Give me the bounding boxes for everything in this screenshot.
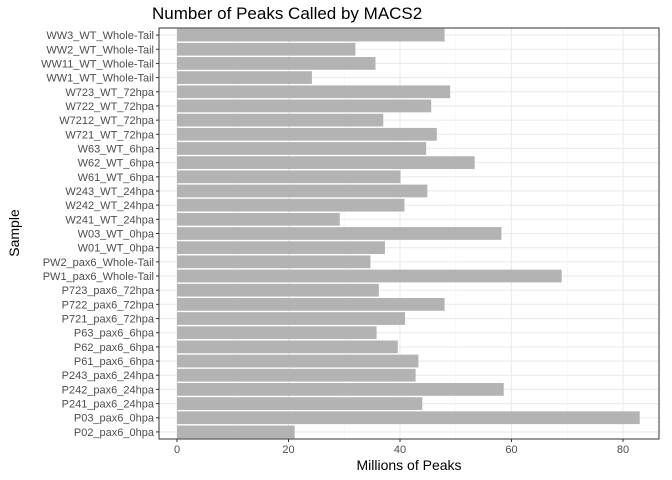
bar bbox=[177, 28, 445, 42]
bar bbox=[177, 212, 340, 226]
y-tick-label: P723_pax6_72hpa bbox=[62, 285, 155, 297]
bar bbox=[177, 170, 401, 184]
bar bbox=[177, 411, 640, 425]
chart-title: Number of Peaks Called by MACS2 bbox=[152, 4, 422, 23]
y-tick-label: WW11_WT_Whole-Tail bbox=[41, 58, 154, 70]
x-tick-label: 60 bbox=[505, 444, 517, 456]
y-tick-label: W01_WT_0hpa bbox=[78, 243, 155, 255]
y-tick-label: P03_pax6_0hpa bbox=[74, 413, 155, 425]
y-tick-label: P61_pax6_6hpa bbox=[74, 356, 155, 368]
y-tick-label: P241_pax6_24hpa bbox=[62, 399, 155, 411]
y-tick-label: W721_WT_72hpa bbox=[65, 129, 155, 141]
x-tick-label: 80 bbox=[617, 444, 629, 456]
y-tick-label: W7212_WT_72hpa bbox=[59, 115, 155, 127]
bar bbox=[177, 283, 379, 297]
bar bbox=[177, 99, 432, 113]
bar bbox=[177, 198, 405, 212]
x-tick-label: 0 bbox=[174, 444, 180, 456]
y-tick-layer: WW3_WT_Whole-Tail WW2_WT_Whole-Tail WW11_W… bbox=[41, 30, 159, 439]
y-tick-label: P63_pax6_6hpa bbox=[74, 328, 155, 340]
bar bbox=[177, 57, 376, 70]
y-tick-label: W241_WT_24hpa bbox=[65, 214, 155, 226]
y-tick-label: WW2_WT_Whole-Tail bbox=[46, 44, 154, 56]
y-tick-label: PW1_pax6_Whole-Tail bbox=[43, 271, 154, 283]
bar bbox=[177, 368, 416, 382]
bar bbox=[177, 184, 428, 198]
y-tick-label: W242_WT_24hpa bbox=[65, 200, 155, 212]
bars-layer bbox=[177, 28, 640, 439]
y-tick-label: P242_pax6_24hpa bbox=[62, 384, 155, 396]
bar bbox=[177, 127, 437, 141]
bar bbox=[177, 312, 406, 325]
x-axis-title: Millions of Peaks bbox=[356, 457, 461, 473]
bar bbox=[177, 71, 312, 84]
bar bbox=[177, 354, 419, 368]
y-tick-label: P62_pax6_6hpa bbox=[74, 342, 155, 354]
y-tick-label: P243_pax6_24hpa bbox=[62, 370, 155, 382]
bar bbox=[177, 397, 423, 410]
y-tick-label: P721_pax6_72hpa bbox=[62, 314, 155, 326]
x-tick-layer: 0 20 40 60 80 bbox=[174, 439, 629, 456]
y-tick-label: W61_WT_6hpa bbox=[78, 172, 155, 184]
bar bbox=[177, 326, 377, 340]
bar bbox=[177, 269, 562, 283]
bar bbox=[177, 142, 427, 155]
y-tick-label: W62_WT_6hpa bbox=[78, 158, 155, 170]
bar bbox=[177, 156, 475, 170]
bar bbox=[177, 85, 451, 99]
y-tick-label: WW1_WT_Whole-Tail bbox=[46, 73, 154, 85]
bar bbox=[177, 255, 371, 269]
bar bbox=[177, 383, 504, 396]
bar bbox=[177, 425, 295, 439]
bar bbox=[177, 340, 398, 354]
y-tick-label: WW3_WT_Whole-Tail bbox=[46, 30, 154, 42]
bar bbox=[177, 113, 384, 127]
y-tick-label: P722_pax6_72hpa bbox=[62, 299, 155, 311]
y-tick-label: W63_WT_6hpa bbox=[78, 143, 155, 155]
x-tick-label: 20 bbox=[282, 444, 294, 456]
bar bbox=[177, 227, 502, 240]
y-tick-label: W723_WT_72hpa bbox=[65, 87, 155, 99]
x-tick-label: 40 bbox=[394, 444, 406, 456]
y-tick-label: W722_WT_72hpa bbox=[65, 101, 155, 113]
y-tick-label: P02_pax6_0hpa bbox=[74, 427, 155, 439]
bar bbox=[177, 297, 445, 311]
y-tick-label: W243_WT_24hpa bbox=[65, 186, 155, 198]
y-tick-label: W03_WT_0hpa bbox=[78, 229, 155, 241]
y-axis-title: Sample bbox=[6, 209, 22, 257]
bar bbox=[177, 241, 385, 255]
y-tick-label: PW2_pax6_Whole-Tail bbox=[43, 257, 154, 269]
bar bbox=[177, 42, 356, 56]
